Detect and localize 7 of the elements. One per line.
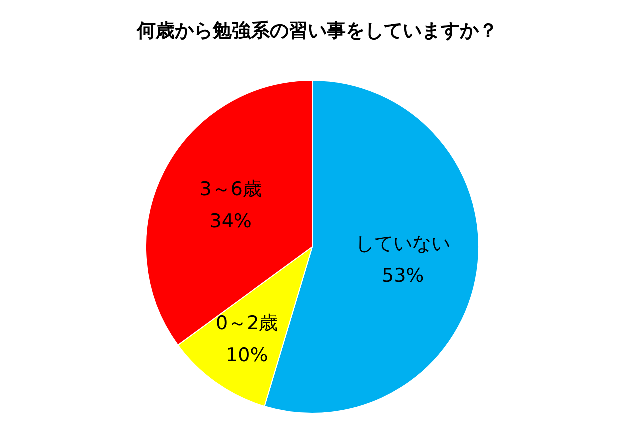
slice-label: していない [356,233,451,256]
data-label: 34% [210,210,252,232]
data-label: 10% [226,344,268,366]
slice-label: 3～6歳 [200,178,262,200]
data-label: 53% [382,265,424,288]
chart-title: 何歳から勉強系の習い事をしていますか？ [136,19,499,44]
slice-label: 0～2歳 [216,312,278,334]
